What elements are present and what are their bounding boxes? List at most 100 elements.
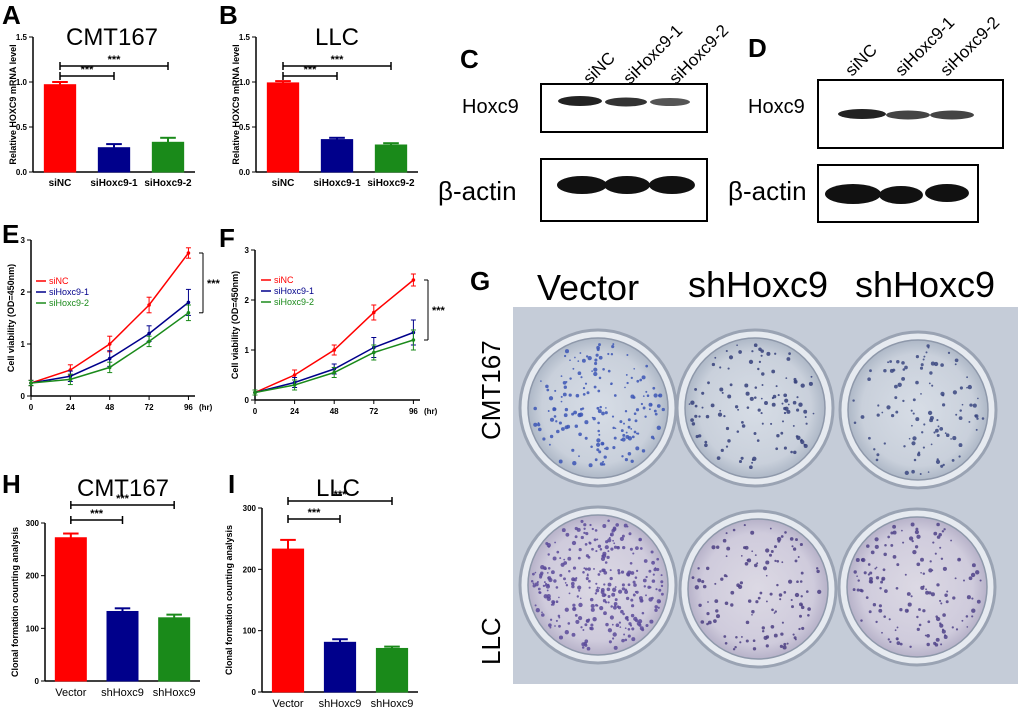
colony-dot bbox=[612, 446, 616, 450]
colony-dot bbox=[542, 566, 547, 570]
colony-dot bbox=[650, 403, 653, 406]
colony-dot bbox=[743, 524, 746, 527]
colony-dot bbox=[887, 638, 890, 641]
colony-dot bbox=[944, 593, 948, 597]
colony-dot bbox=[915, 355, 920, 359]
colony-dot bbox=[788, 579, 793, 584]
colony-dot bbox=[609, 569, 612, 572]
colony-dot bbox=[876, 413, 880, 417]
colony-dot bbox=[613, 545, 618, 549]
colony-dot bbox=[807, 607, 811, 611]
colony-dot bbox=[800, 605, 805, 610]
colony-dot bbox=[605, 622, 609, 627]
colony-dot bbox=[952, 596, 956, 600]
chart-b-llc-mrna: LLC Relative HOXC9 mRNA level 0.0 0.5 1.0 1.5… bbox=[231, 24, 418, 189]
colony-dot bbox=[786, 357, 791, 361]
colony-dot bbox=[749, 465, 753, 470]
chart-h-bar bbox=[158, 617, 191, 682]
chart-a-cmt167-mrna: CMT167 Relative HOXC9 mRNA level 0.0 0.5 1.0… bbox=[8, 24, 195, 189]
colony-dot bbox=[559, 557, 562, 560]
colony-dot bbox=[578, 602, 583, 608]
colony-dot bbox=[922, 572, 926, 575]
colony-dot bbox=[547, 553, 550, 556]
colony-dot bbox=[869, 576, 873, 581]
chart-e-xtick-label: 48 bbox=[105, 403, 114, 412]
colony-dot bbox=[607, 550, 610, 553]
colony-dot bbox=[971, 608, 976, 613]
colony-dot bbox=[852, 399, 855, 402]
colony-dot bbox=[612, 343, 615, 346]
colony-dot bbox=[764, 401, 768, 405]
colony-dot bbox=[614, 586, 617, 588]
colony-dot bbox=[926, 642, 930, 647]
colony-dot bbox=[596, 438, 601, 443]
colony-dot bbox=[590, 603, 595, 609]
blot-d-hoxc9-band-2 bbox=[886, 110, 930, 120]
colony-dot bbox=[875, 620, 878, 624]
colony-dot bbox=[895, 586, 899, 590]
chart-e-legend-label: siNC bbox=[49, 276, 69, 286]
colony-dot bbox=[532, 582, 535, 585]
colony-dot bbox=[585, 577, 589, 581]
colony-dot bbox=[628, 532, 632, 536]
colony-dot bbox=[713, 619, 717, 623]
colony-dot bbox=[571, 577, 576, 582]
chart-h-bar bbox=[54, 537, 87, 682]
colony-dot bbox=[574, 613, 578, 617]
colony-dot bbox=[945, 433, 950, 438]
colony-dot bbox=[554, 541, 557, 544]
chart-f-legend-label: siHoxc9-1 bbox=[274, 286, 314, 296]
colony-dot bbox=[751, 550, 754, 553]
colony-dot bbox=[580, 407, 583, 411]
colony-dot bbox=[555, 619, 558, 622]
chart-i-ytick-label: 300 bbox=[243, 504, 257, 513]
colony-dot bbox=[603, 583, 606, 586]
colony-dot bbox=[916, 627, 920, 632]
colony-dot bbox=[644, 415, 647, 418]
colony-dot bbox=[571, 632, 576, 637]
colony-dot bbox=[594, 361, 598, 366]
colony-dot bbox=[645, 364, 649, 368]
colony-dot bbox=[890, 543, 894, 547]
colony-dot bbox=[605, 540, 609, 544]
colony-dot bbox=[607, 538, 612, 543]
colony-dot bbox=[792, 400, 797, 405]
colony-dot bbox=[901, 361, 905, 365]
colony-dot bbox=[583, 523, 587, 527]
colony-dot bbox=[577, 585, 582, 590]
chart-b-category-label: siHoxc9-1 bbox=[313, 178, 361, 189]
colony-dot bbox=[590, 626, 594, 631]
chart-a-ytick-label: 0.0 bbox=[16, 168, 28, 177]
colony-dot bbox=[930, 592, 935, 597]
colony-dot bbox=[563, 385, 567, 389]
colony-dot bbox=[739, 581, 744, 585]
colony-dot bbox=[654, 605, 658, 609]
colony-dot bbox=[588, 586, 591, 589]
colony-dot bbox=[868, 610, 872, 614]
chart-h-category-label: shHoxc9 bbox=[101, 687, 144, 699]
chart-e-xtick-label: 0 bbox=[29, 403, 34, 412]
colony-dot bbox=[537, 423, 541, 427]
colony-dot bbox=[533, 422, 538, 427]
colony-dot bbox=[617, 569, 621, 572]
chart-i-title: LLC bbox=[316, 475, 360, 502]
colony-dot bbox=[940, 363, 944, 367]
colony-dot bbox=[972, 403, 977, 408]
chart-i-bar bbox=[271, 548, 305, 693]
colony-dot bbox=[626, 525, 629, 528]
colony-dot bbox=[571, 584, 575, 589]
colony-dot bbox=[593, 371, 598, 377]
chart-i-ytick-label: 0 bbox=[252, 688, 257, 697]
colony-dot bbox=[620, 438, 623, 442]
colony-dot bbox=[548, 443, 551, 446]
colony-dot bbox=[583, 527, 586, 530]
colony-dot bbox=[597, 573, 601, 576]
colony-dot bbox=[883, 442, 886, 445]
colony-dot bbox=[575, 393, 580, 398]
colony-dot bbox=[701, 406, 704, 409]
colony-dot bbox=[719, 387, 724, 392]
colony-dot bbox=[792, 633, 795, 636]
colony-dot bbox=[537, 422, 540, 425]
colony-dot bbox=[736, 344, 738, 347]
colony-dot bbox=[711, 545, 716, 550]
